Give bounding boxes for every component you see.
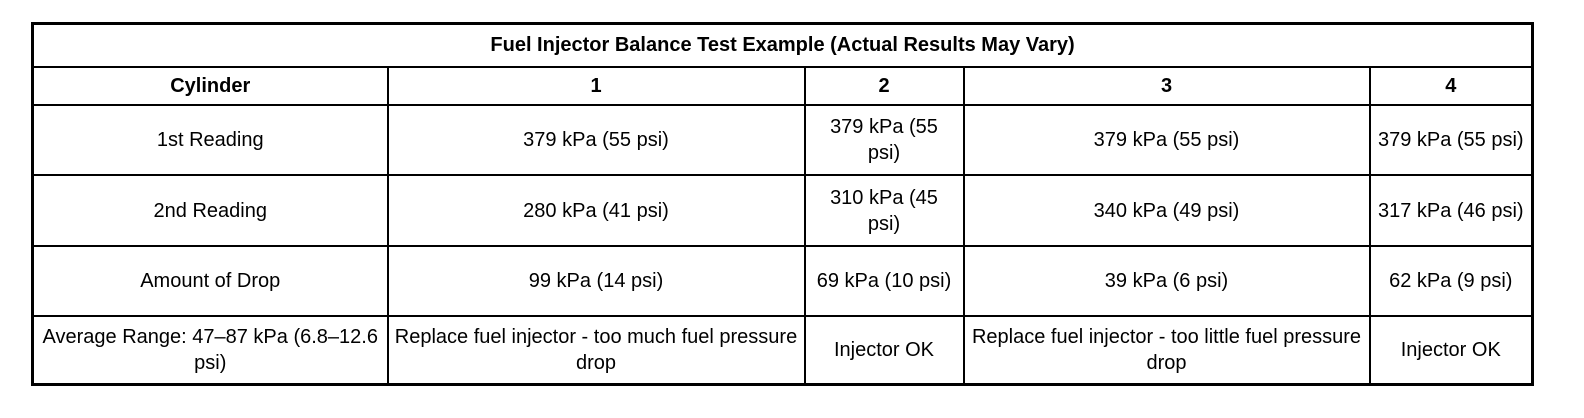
table-cell: Replace fuel injector - too much fuel pr…: [386, 315, 806, 386]
row-label: 1st Reading: [31, 103, 389, 177]
table-title-row: Fuel Injector Balance Test Example (Actu…: [31, 22, 1534, 68]
row-label: Amount of Drop: [31, 244, 389, 318]
table-cell: 39 kPa (6 psi): [962, 244, 1371, 318]
header-cylinder-1: 1: [386, 65, 806, 106]
table-row-amount-of-drop: Amount of Drop 99 kPa (14 psi) 69 kPa (1…: [31, 244, 1534, 318]
table-row-1st-reading: 1st Reading 379 kPa (55 psi) 379 kPa (55…: [31, 103, 1534, 177]
table-cell: 310 kPa (45 psi): [803, 174, 965, 247]
table-cell: Injector OK: [1368, 315, 1534, 386]
table-cell: 340 kPa (49 psi): [962, 174, 1371, 247]
table-title: Fuel Injector Balance Test Example (Actu…: [31, 22, 1534, 68]
header-cylinder: Cylinder: [31, 65, 389, 106]
table-cell: 62 kPa (9 psi): [1368, 244, 1534, 318]
row-label: Average Range: 47–87 kPa (6.8–12.6 psi): [31, 315, 389, 386]
table-cell: 379 kPa (55 psi): [386, 103, 806, 177]
table-cell: 317 kPa (46 psi): [1368, 174, 1534, 247]
table-cell: 379 kPa (55 psi): [1368, 103, 1534, 177]
table-header-row: Cylinder 1 2 3 4: [31, 65, 1534, 106]
table-cell: 379 kPa (55 psi): [962, 103, 1371, 177]
fuel-injector-balance-table: Fuel Injector Balance Test Example (Actu…: [31, 22, 1535, 386]
row-label: 2nd Reading: [31, 174, 389, 247]
header-cylinder-3: 3: [962, 65, 1371, 106]
table-row-2nd-reading: 2nd Reading 280 kPa (41 psi) 310 kPa (45…: [31, 174, 1534, 247]
table-cell: 280 kPa (41 psi): [386, 174, 806, 247]
table-cell: Replace fuel injector - too little fuel …: [962, 315, 1371, 386]
header-cylinder-4: 4: [1368, 65, 1534, 106]
table-row-result: Average Range: 47–87 kPa (6.8–12.6 psi) …: [31, 315, 1534, 386]
table-cell: 99 kPa (14 psi): [386, 244, 806, 318]
table-cell: 69 kPa (10 psi): [803, 244, 965, 318]
header-cylinder-2: 2: [803, 65, 965, 106]
table-cell: Injector OK: [803, 315, 965, 386]
table-cell: 379 kPa (55 psi): [803, 103, 965, 177]
